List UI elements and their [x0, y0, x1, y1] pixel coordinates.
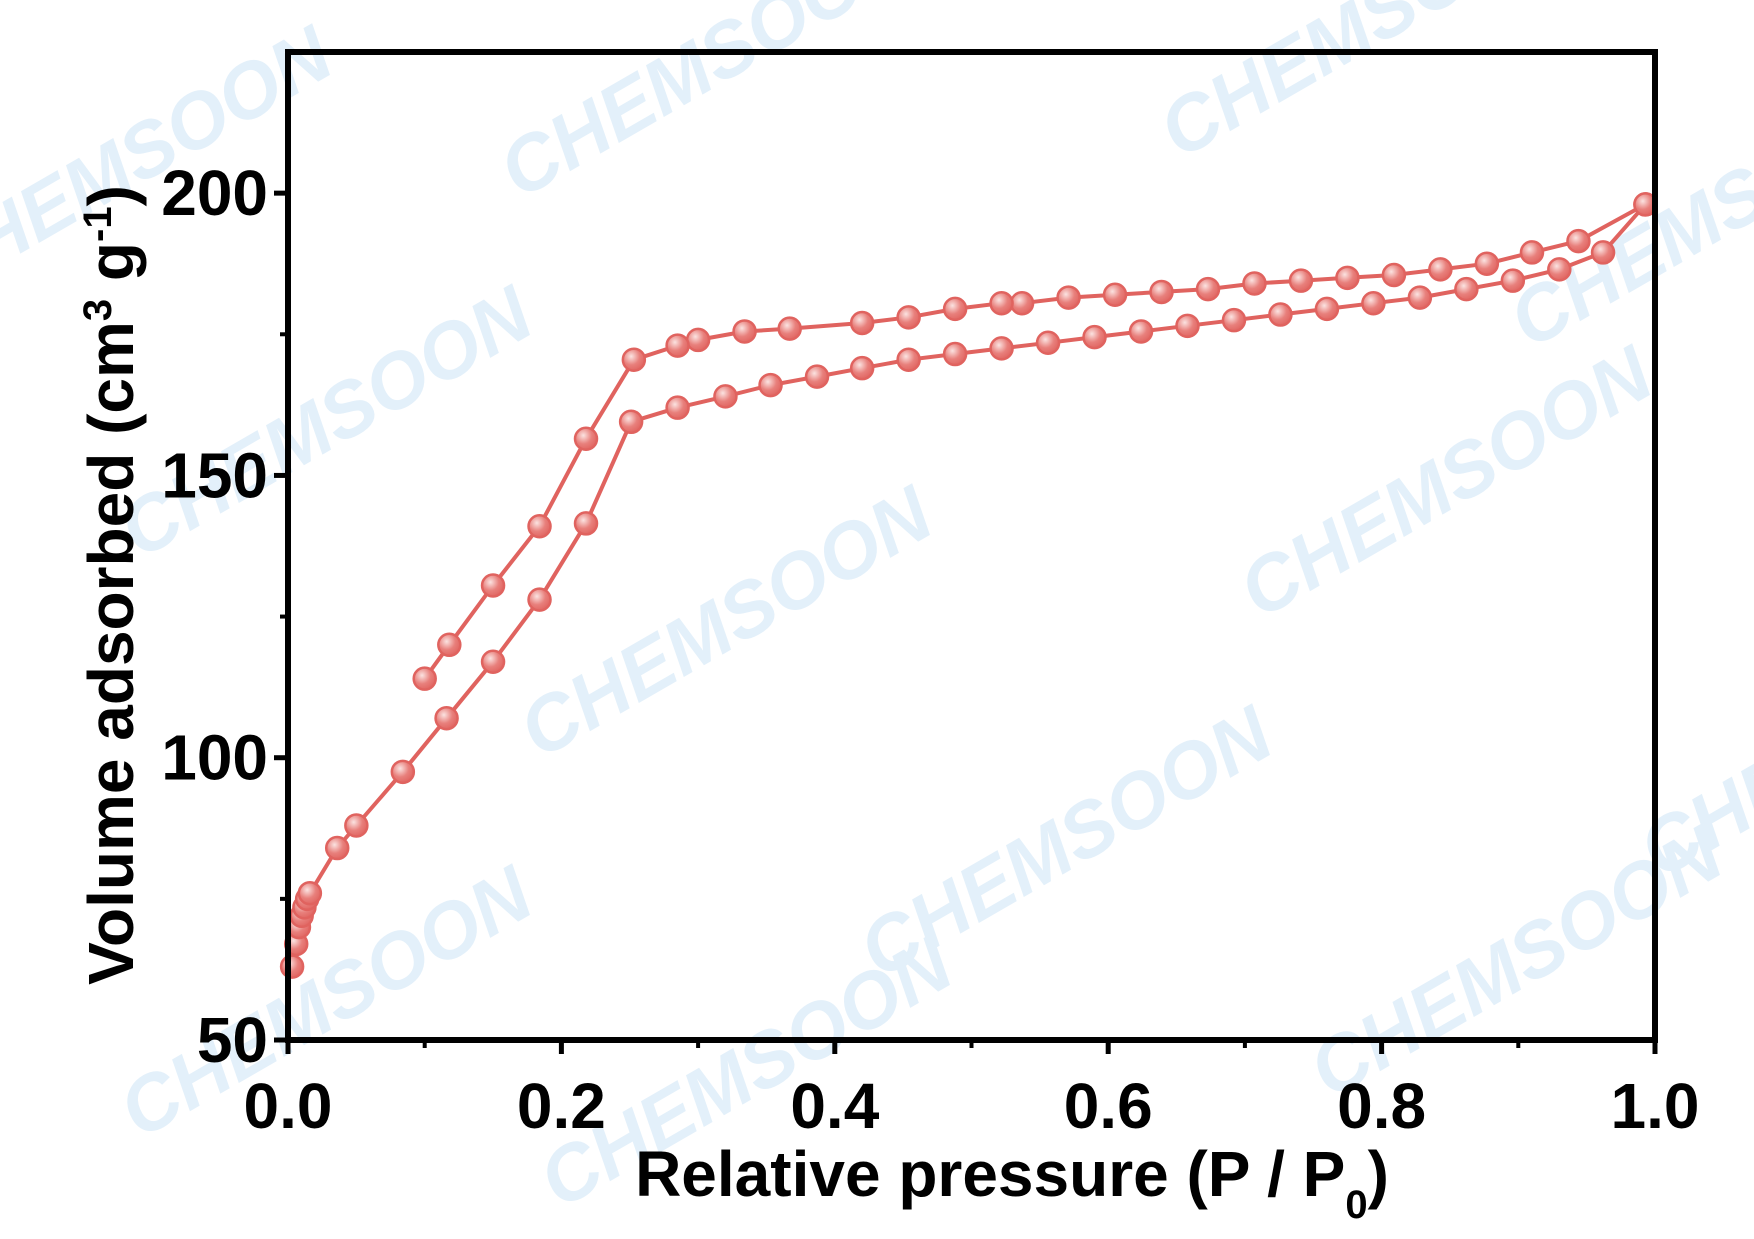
x-tick-label: 1.0 [1611, 1070, 1700, 1142]
adsorption-point [849, 355, 875, 381]
adsorption-point [942, 341, 968, 367]
x-tick-label: 0.8 [1337, 1070, 1426, 1142]
desorption-point [1149, 279, 1174, 305]
y-tick-label: 200 [161, 157, 268, 229]
desorption-point [1474, 251, 1500, 276]
desorption-point [896, 305, 921, 330]
desorption-point [777, 316, 802, 341]
adsorption-point [434, 705, 459, 731]
watermark-text: CHEMSOON [1225, 328, 1668, 635]
adsorption-point [480, 649, 506, 674]
watermark-text: CHEMSOON [505, 468, 948, 775]
adsorption-point [1221, 307, 1247, 333]
adsorption-point [665, 395, 690, 420]
x-axis-label-sub: 0 [1345, 1183, 1367, 1227]
adsorption-point [1175, 313, 1200, 339]
adsorption-point [618, 409, 644, 435]
adsorption-point [1035, 330, 1061, 356]
adsorption-point [1361, 290, 1386, 316]
axis-tick-labels: 0.0 0.2 0.4 0.6 0.8 1.0 50 100 150 200 [161, 157, 1699, 1142]
desorption-point [437, 632, 462, 658]
x-axis-label: Relative pressure (P / P0) [635, 1138, 1389, 1227]
adsorption-point [804, 364, 830, 389]
y-tick-label: 100 [161, 722, 268, 794]
desorption-point [1242, 271, 1267, 296]
desorption-point [732, 319, 757, 344]
watermark-text: CHEMSOON [485, 0, 928, 215]
watermark-text: CHEMSOON [105, 268, 548, 575]
adsorption-point [527, 587, 552, 612]
plot-area: 0.0 0.2 0.4 0.6 0.8 1.0 50 100 150 200 [161, 49, 1699, 1142]
desorption-point [1102, 282, 1128, 308]
desorption-point [1009, 290, 1035, 316]
adsorption-point [573, 511, 599, 536]
adsorption-point [390, 759, 416, 785]
axis-ticks [274, 190, 1658, 1054]
watermark-text: CHEMSOON [1295, 808, 1738, 1115]
watermark-text: CHEMSOON [1145, 0, 1588, 175]
adsorption-point [1082, 324, 1107, 350]
adsorption-point [989, 336, 1014, 361]
adsorption-point [1500, 268, 1526, 293]
desorption-point [1428, 257, 1453, 282]
adsorption-point [896, 347, 921, 372]
desorption-point [989, 290, 1014, 316]
adsorption-point [1590, 240, 1616, 265]
desorption-point [480, 573, 506, 598]
y-tick-label: 150 [161, 439, 268, 511]
watermark-text: CHEMSOON [1495, 58, 1754, 365]
series-markers [279, 192, 1658, 979]
desorption-point [849, 310, 875, 336]
desorption-point [665, 333, 690, 358]
adsorption-point [344, 813, 369, 838]
adsorption-point [297, 880, 323, 906]
desorption-point [1519, 240, 1545, 265]
desorption-point [942, 296, 968, 322]
desorption-point [1195, 276, 1221, 302]
desorption-point [1566, 228, 1591, 254]
desorption-point [1056, 285, 1081, 310]
y-axis-label: Volume adsorbed (cm3 g-1) [75, 185, 147, 985]
adsorption-point [1407, 285, 1433, 310]
desorption-point [573, 426, 599, 451]
adsorption-point [279, 954, 305, 979]
adsorption-point [1547, 257, 1572, 282]
adsorption-point [758, 372, 783, 398]
x-tick-label: 0.4 [790, 1070, 879, 1142]
adsorption-point [324, 835, 350, 861]
desorption-point [527, 513, 552, 539]
x-tick-label: 0.2 [517, 1070, 606, 1142]
adsorption-point [713, 384, 738, 409]
desorption-point [621, 347, 647, 372]
y-tick-label: 50 [197, 1004, 268, 1076]
adsorption-point [1268, 302, 1293, 327]
desorption-point [1335, 265, 1360, 291]
desorption-point [1381, 262, 1407, 288]
x-tick-label: 0.0 [244, 1070, 333, 1142]
adsorption-point [1314, 296, 1340, 322]
y-axis-label-sup2: -1 [76, 206, 120, 242]
desorption-point [1288, 268, 1314, 293]
adsorption-point [1128, 319, 1154, 344]
desorption-point [685, 327, 711, 353]
x-tick-label: 0.6 [1064, 1070, 1153, 1142]
adsorption-point [1454, 276, 1479, 302]
y-axis-label-sup1: 3 [76, 299, 120, 321]
desorption-point [412, 666, 437, 691]
